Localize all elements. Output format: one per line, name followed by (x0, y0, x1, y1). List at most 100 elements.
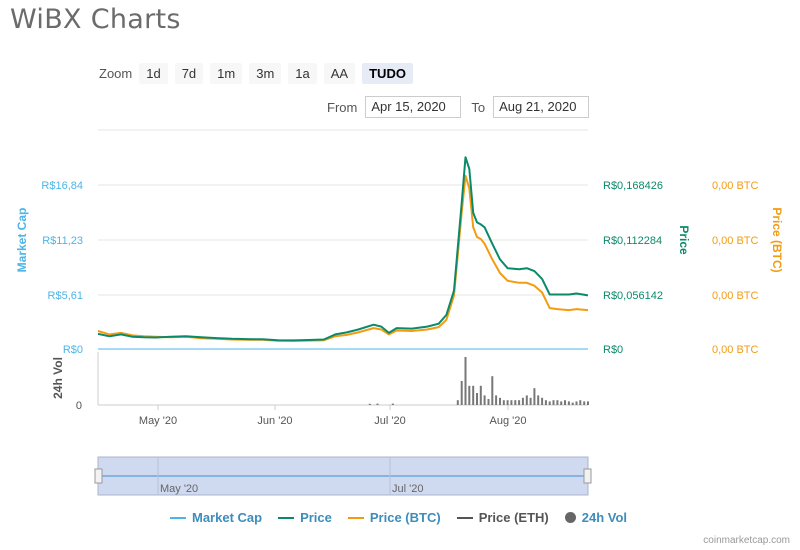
page-title: WiBX Charts (10, 4, 181, 35)
market-cap-tick: R$5,61 (48, 290, 83, 302)
legend-label: Price (ETH) (478, 510, 549, 525)
navigator[interactable]: May '20 Jul '20 (94, 456, 592, 496)
price-btc-tick: 0,00 BTC (712, 235, 759, 247)
legend-item-volume[interactable]: 24h Vol (564, 510, 628, 525)
navigator-label: Jul '20 (392, 483, 423, 495)
volume-bar (472, 385, 475, 405)
volume-bar (564, 400, 566, 405)
price-series-line (97, 156, 589, 342)
line-icon (456, 516, 473, 519)
price-btc-tick: 0,00 BTC (712, 180, 759, 192)
volume-bar (491, 376, 494, 405)
volume-bar (368, 403, 371, 405)
dot-icon (564, 512, 576, 523)
legend-item-price-btc[interactable]: Price (BTC) (347, 510, 441, 525)
volume-bar (541, 397, 544, 405)
volume-bar (579, 400, 582, 405)
volume-bar (487, 399, 490, 405)
legend-item-price-eth[interactable]: Price (ETH) (456, 510, 549, 525)
volume-bar (571, 402, 574, 405)
volume-bar (506, 400, 509, 405)
volume-bar (476, 393, 478, 405)
legend-item-market-cap[interactable]: Market Cap (170, 510, 262, 525)
volume-bar (483, 395, 486, 405)
series-lines (97, 156, 589, 342)
legend-item-price[interactable]: Price (278, 510, 332, 525)
x-tick-label: Jun '20 (257, 415, 292, 427)
price-btc-series-line (97, 174, 589, 342)
volume-bar (533, 388, 536, 405)
zoom-button-1m[interactable]: 1m (210, 63, 243, 84)
volume-bar (560, 401, 563, 405)
volume-bar (479, 385, 482, 405)
volume-bars (368, 357, 589, 405)
grid (97, 129, 588, 406)
zoom-button-aa[interactable]: AA (323, 63, 356, 84)
line-icon (347, 516, 364, 519)
volume-bar (575, 401, 578, 405)
price-tick: R$0,112284 (603, 235, 662, 247)
volume-bar (391, 403, 394, 405)
volume-bar (525, 395, 528, 405)
legend-label: Price (300, 510, 332, 525)
x-axis: May '20 Jun '20 Jul '20 Aug '20 (139, 405, 527, 427)
chart-legend: Market Cap Price Price (BTC) Price (ETH)… (170, 510, 627, 525)
zoom-button-7d[interactable]: 7d (174, 63, 204, 84)
volume-bar (567, 401, 570, 405)
x-tick-label: May '20 (139, 415, 177, 427)
volume-bar (502, 400, 505, 405)
volume-bar (499, 397, 501, 405)
volume-bar (495, 395, 498, 405)
market-cap-axis-title: Market Cap (15, 208, 29, 273)
price-tick: R$0 (603, 344, 623, 356)
volume-bar (556, 400, 559, 405)
volume-bar (587, 401, 589, 405)
navigator-handle-left[interactable] (94, 468, 103, 484)
volume-bar (376, 403, 379, 405)
volume-bar (521, 397, 524, 405)
zoom-button-all[interactable]: TUDO (362, 63, 413, 84)
navigator-handle-right[interactable] (583, 468, 592, 484)
price-axis-title: Price (677, 225, 691, 255)
volume-bar (552, 400, 555, 405)
x-tick-label: Jul '20 (374, 415, 405, 427)
volume-bar (456, 400, 459, 405)
volume-axis-title: 24h Vol (51, 357, 65, 399)
volume-bar (518, 400, 521, 405)
volume-bar (460, 381, 463, 405)
to-label: To (471, 99, 486, 115)
to-date-input[interactable]: Aug 21, 2020 (493, 96, 590, 118)
date-range: From Apr 15, 2020 To Aug 21, 2020 (327, 96, 599, 118)
volume-bar (529, 397, 532, 405)
zoom-label: Zoom (99, 66, 133, 81)
source-credit[interactable]: coinmarketcap.com (703, 535, 790, 546)
price-tick: R$0,056142 (603, 290, 663, 302)
legend-label: Price (BTC) (369, 510, 441, 525)
price-btc-tick: 0,00 BTC (712, 290, 759, 302)
x-tick-label: Aug '20 (490, 415, 527, 427)
market-cap-tick: R$11,23 (42, 235, 83, 247)
volume-bar (548, 401, 551, 405)
legend-label: 24h Vol (581, 510, 628, 525)
from-date-input[interactable]: Apr 15, 2020 (365, 96, 462, 118)
volume-bar (510, 400, 513, 405)
volume-bar (464, 357, 467, 405)
zoom-button-3m[interactable]: 3m (249, 63, 282, 84)
zoom-button-1a[interactable]: 1a (288, 63, 317, 84)
market-cap-tick: R$16,84 (41, 180, 83, 192)
volume-bar (583, 401, 586, 405)
price-tick: R$0,168426 (603, 180, 663, 192)
legend-label: Market Cap (192, 510, 263, 525)
volume-bar (537, 395, 540, 405)
price-btc-tick: 0,00 BTC (712, 344, 759, 356)
volume-bar (514, 400, 517, 405)
zoom-toolbar: Zoom 1d 7d 1m 3m 1a AA TUDO (99, 63, 413, 84)
navigator-label: May '20 (160, 483, 198, 495)
from-label: From (327, 99, 358, 115)
line-icon (170, 516, 186, 519)
line-icon (278, 516, 295, 519)
volume-tick: 0 (76, 400, 82, 412)
price-btc-axis-title: Price (BTC) (770, 207, 784, 272)
zoom-button-1d[interactable]: 1d (139, 63, 168, 84)
